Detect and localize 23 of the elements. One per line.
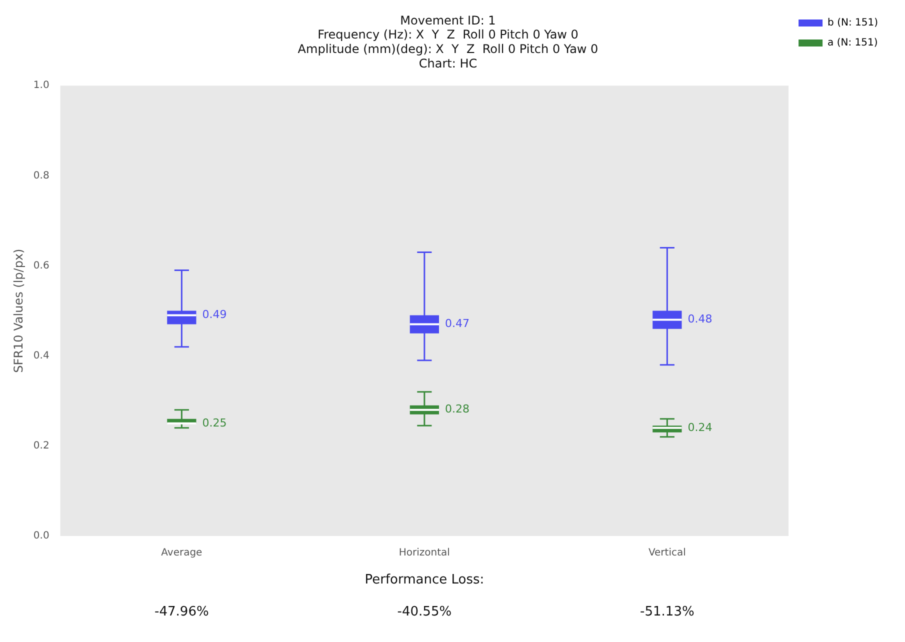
text: 0.24	[688, 420, 712, 434]
text: -40.55%	[397, 604, 452, 620]
x-tick-label: Average	[161, 548, 202, 559]
y-tick-label: 0.2	[33, 440, 50, 452]
text: 0.47	[444, 317, 470, 330]
y-tick-label: 0.6	[33, 260, 50, 272]
text: 0.28	[444, 402, 470, 416]
chart-title: Movement ID: 1 Frequency (Hz): X Y Z Roll 0 Pitch 0 Yaw 0 Amplitude (mm)(deg): X Y Z Roll 0 Pitch 0 Yaw 0 Chart: HC	[298, 13, 598, 71]
text: 0.49	[202, 308, 227, 322]
x-tick-label: Vertical	[648, 548, 686, 559]
text: 0.25	[202, 416, 227, 430]
legend-label: a (N: 151)	[828, 38, 878, 49]
y-tick-label: 0.0	[33, 530, 50, 542]
y-axis-title: SFR10 Values (lp/px)	[11, 248, 26, 373]
text: -51.13%	[640, 604, 694, 620]
text: Performance Loss:	[364, 572, 484, 588]
x-tick-label: Horizontal	[398, 548, 450, 559]
y-tick-label: 1.0	[33, 80, 50, 92]
legend-label: b (N: 151)	[828, 18, 878, 29]
text: -47.96%	[154, 604, 209, 620]
y-tick-label: 0.4	[33, 350, 50, 362]
text: 0.48	[688, 312, 712, 326]
y-tick-label: 0.8	[33, 170, 50, 182]
